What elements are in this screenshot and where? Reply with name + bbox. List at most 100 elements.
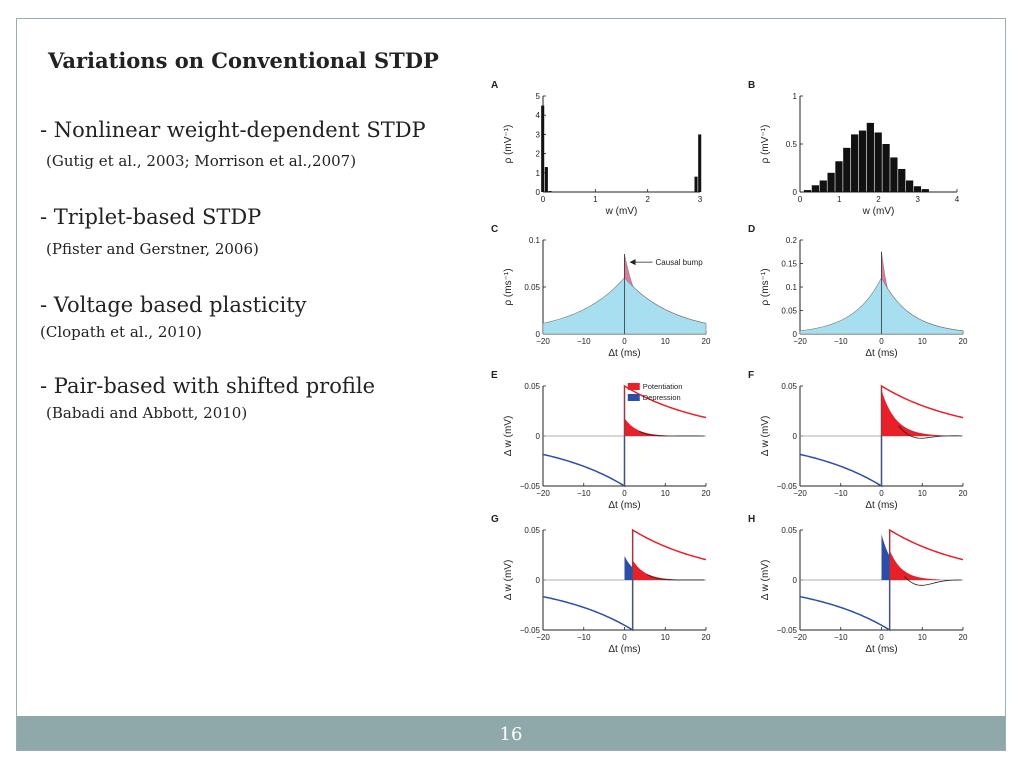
y-tick-label: 5 xyxy=(536,92,541,101)
y-tick-label: 0.05 xyxy=(524,382,540,391)
filled-potentiation-area xyxy=(889,550,941,580)
y-tick-label: 0 xyxy=(793,432,798,441)
y-axis-label: Δ w (mV) xyxy=(760,416,771,457)
y-tick-label: 0 xyxy=(536,576,541,585)
panel-F-label: F xyxy=(748,370,754,381)
bar xyxy=(544,167,548,192)
causal-bump-area xyxy=(624,254,707,324)
bullet-triplet: - Triplet-based STDP xyxy=(40,205,262,229)
x-axis-label: Δt (ms) xyxy=(865,348,897,359)
bar xyxy=(548,191,552,192)
bar xyxy=(843,147,851,192)
x-tick-label: −10 xyxy=(834,489,848,498)
y-tick-label: 0 xyxy=(536,432,541,441)
citation-shifted: (Babadi and Abbott, 2010) xyxy=(46,404,248,422)
y-tick-label: 0 xyxy=(793,330,798,339)
filled-depression-area xyxy=(881,534,890,580)
bar xyxy=(866,122,874,192)
bar xyxy=(827,172,835,192)
x-axis-label: w (mV) xyxy=(862,206,895,217)
slide-title: Variations on Conventional STDP xyxy=(48,48,439,73)
y-tick-label: 0.2 xyxy=(786,236,798,245)
x-tick-label: −20 xyxy=(536,633,550,642)
x-tick-label: −10 xyxy=(834,337,848,346)
bar xyxy=(882,144,890,192)
legend-depression-label: Depression xyxy=(643,393,681,402)
y-tick-label: −0.05 xyxy=(520,626,541,635)
x-tick-label: 10 xyxy=(661,337,670,346)
y-tick-label: 0.05 xyxy=(781,307,797,316)
x-axis-label: w (mV) xyxy=(605,206,638,217)
annotation-arrowhead xyxy=(629,259,636,266)
bar xyxy=(905,180,914,192)
panel-E-label: E xyxy=(491,370,498,381)
x-tick-label: −20 xyxy=(793,633,807,642)
bullet-nonlinear: - Nonlinear weight-dependent STDP xyxy=(40,118,426,142)
y-tick-label: −0.05 xyxy=(777,482,798,491)
x-axis-label: Δt (ms) xyxy=(608,348,640,359)
x-tick-label: −10 xyxy=(577,337,591,346)
y-axis-label: ρ (ms⁻¹) xyxy=(503,268,514,305)
x-tick-label: 20 xyxy=(959,633,968,642)
bar xyxy=(541,105,545,192)
bar xyxy=(811,185,820,192)
x-tick-label: −10 xyxy=(577,489,591,498)
y-tick-label: −0.05 xyxy=(777,626,798,635)
y-tick-label: 0 xyxy=(536,188,541,197)
depression-curve xyxy=(799,580,891,632)
y-tick-label: 1 xyxy=(793,92,798,101)
depression-curve xyxy=(799,436,883,488)
stdp-figure: A 0 1 2 3 0 1 2 3 4 5 w (mV) ρ (mV⁻¹) B 0 1 2 3 4 0 0.5 1 w (m… xyxy=(491,80,968,655)
net-change-curve xyxy=(904,576,962,586)
y-tick-label: 0.5 xyxy=(786,140,798,149)
x-tick-label: −10 xyxy=(834,633,848,642)
x-tick-label: 0 xyxy=(879,489,884,498)
citation-triplet: (Pfister and Gerstner, 2006) xyxy=(46,240,259,258)
y-tick-label: 0 xyxy=(793,188,798,197)
y-axis-label: Δ w (mV) xyxy=(760,560,771,601)
x-tick-label: 0 xyxy=(622,489,627,498)
y-tick-label: 3 xyxy=(536,130,541,139)
x-axis-label: Δt (ms) xyxy=(865,644,897,655)
x-tick-label: 2 xyxy=(645,195,650,204)
panel-G-label: G xyxy=(491,514,499,525)
x-tick-label: 20 xyxy=(702,337,711,346)
bar xyxy=(913,186,922,192)
x-axis-label: Δt (ms) xyxy=(865,500,897,511)
x-tick-label: 10 xyxy=(918,337,927,346)
bar xyxy=(851,134,859,192)
potentiation-curve xyxy=(888,528,964,580)
causal-bump-area xyxy=(881,251,964,332)
y-tick-label: 0.15 xyxy=(781,260,797,269)
panel-B-label: B xyxy=(748,80,755,91)
bar xyxy=(698,134,702,192)
y-tick-label: 0.1 xyxy=(786,283,798,292)
x-tick-label: 10 xyxy=(918,633,927,642)
depression-curve xyxy=(542,580,634,632)
net-change-curve xyxy=(898,425,962,439)
x-tick-label: 4 xyxy=(955,195,960,204)
y-axis-label: ρ (mV⁻¹) xyxy=(503,125,514,164)
legend-depression-swatch xyxy=(627,394,640,401)
x-tick-label: 0 xyxy=(879,337,884,346)
x-tick-label: 0 xyxy=(622,633,627,642)
x-axis-label: Δt (ms) xyxy=(608,500,640,511)
x-tick-label: 0 xyxy=(622,337,627,346)
x-tick-label: −10 xyxy=(577,633,591,642)
panel-e: E −20 −10 0 10 20 −0.05 0 0.05 Δt (ms) Δ w (mV) Pot… xyxy=(491,370,711,511)
y-axis-label: Δ w (mV) xyxy=(503,416,514,457)
panel-A-label: A xyxy=(491,80,498,91)
y-tick-label: 2 xyxy=(536,150,541,159)
x-tick-label: −20 xyxy=(536,337,550,346)
x-tick-label: −20 xyxy=(793,337,807,346)
x-tick-label: −20 xyxy=(536,489,550,498)
panel-D-label: D xyxy=(748,224,755,235)
x-tick-label: 20 xyxy=(702,633,711,642)
x-tick-label: 1 xyxy=(837,195,842,204)
filled-depression-area xyxy=(624,556,633,580)
filled-potentiation-area xyxy=(624,418,670,436)
x-tick-label: 0 xyxy=(879,633,884,642)
legend-potentiation-swatch xyxy=(627,383,640,390)
panel-h: H −20 −10 0 10 20 −0.05 0 0.05 Δt (ms) Δ w (mV) xyxy=(748,514,968,655)
filled-potentiation-area xyxy=(632,560,679,580)
